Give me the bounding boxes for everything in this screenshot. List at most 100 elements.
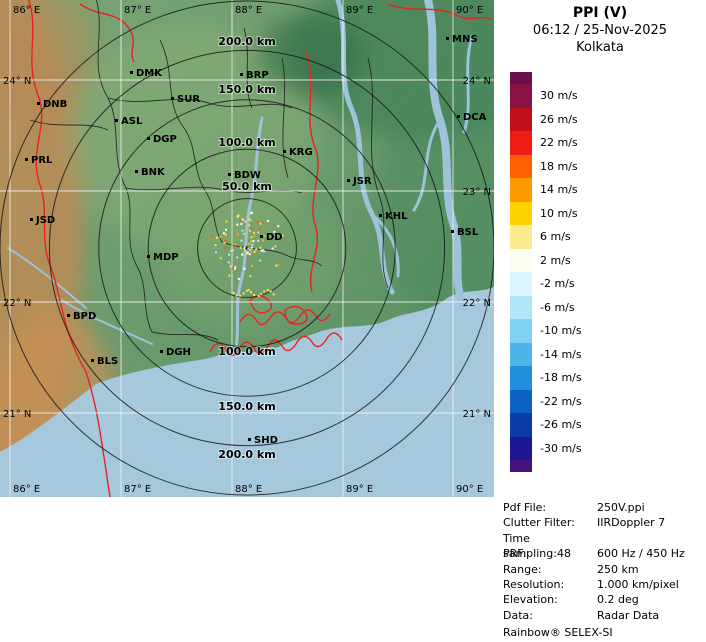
scale-value-label: 26 m/s xyxy=(540,112,578,126)
info-row: Range: 250 km xyxy=(503,562,701,577)
radar-echo xyxy=(281,234,284,237)
radar-echo xyxy=(248,224,250,227)
radar-echo xyxy=(235,294,238,297)
scale-swatch xyxy=(510,131,532,155)
info-value: Radar Data xyxy=(597,608,660,622)
range-ring xyxy=(197,198,297,298)
city-marker xyxy=(160,350,163,353)
scale-row: -6 m/s xyxy=(510,295,582,319)
info-row: PRF: 600 Hz / 450 Hz xyxy=(503,546,701,561)
radar-echo xyxy=(245,289,248,292)
info-label: Data: xyxy=(503,608,533,622)
city-marker xyxy=(147,255,150,258)
radar-echo xyxy=(273,230,276,233)
lon-label: 86° E xyxy=(13,5,40,16)
city-label: SUR xyxy=(177,94,200,105)
info-label: PRF: xyxy=(503,547,527,561)
product-datetime: 06:12 / 25-Nov-2025 xyxy=(532,23,668,38)
lat-label: 24° N xyxy=(463,76,491,87)
scale-value-label: -14 m/s xyxy=(540,347,582,361)
radar-echo xyxy=(239,294,242,297)
radar-echo xyxy=(234,267,236,270)
scale-row: -18 m/s xyxy=(510,366,582,390)
scale-swatch xyxy=(510,225,532,249)
scale-swatch xyxy=(510,366,532,390)
radar-echo xyxy=(251,265,253,268)
scale-cap-top xyxy=(510,72,532,84)
lon-label: 87° E xyxy=(124,5,151,16)
scale-row: 26 m/s xyxy=(510,107,582,131)
radar-echo xyxy=(263,234,266,237)
radar-echo xyxy=(214,244,217,247)
radar-echo xyxy=(250,228,253,231)
city-label: DMK xyxy=(136,68,163,79)
radar-echo xyxy=(267,220,270,223)
city-marker xyxy=(25,158,28,161)
radar-echo xyxy=(236,223,239,226)
info-label: Range: xyxy=(503,562,542,576)
city-marker xyxy=(91,359,94,362)
scale-value-label: -26 m/s xyxy=(540,418,582,432)
radar-echo xyxy=(240,239,243,242)
scale-row: -2 m/s xyxy=(510,272,582,296)
radar-echo xyxy=(253,294,256,296)
radar-echo xyxy=(236,233,239,236)
radar-echo xyxy=(247,217,250,220)
radar-echo xyxy=(266,289,269,291)
radar-echo xyxy=(260,249,263,252)
info-value: 600 Hz / 450 Hz xyxy=(597,547,685,561)
radar-site-marker xyxy=(245,246,249,250)
scale-swatch xyxy=(510,107,532,131)
radar-echo xyxy=(274,245,277,248)
software-brand: Rainbow® SELEX-SI xyxy=(503,626,613,639)
city-marker xyxy=(135,170,138,173)
radar-echo xyxy=(241,229,244,232)
radar-echo xyxy=(240,223,243,225)
lon-label: 88° E xyxy=(235,484,262,495)
info-row: Pdf File: 250V.ppi xyxy=(503,500,701,515)
radar-echo xyxy=(224,239,227,242)
scale-swatch xyxy=(510,84,532,108)
radar-echo xyxy=(261,249,264,252)
product-title: PPI (V) xyxy=(572,5,628,21)
radar-echo xyxy=(250,240,253,243)
radar-echo xyxy=(250,291,253,294)
scale-row: 22 m/s xyxy=(510,131,582,155)
info-value: 250 km xyxy=(597,562,639,576)
city-marker xyxy=(446,37,449,40)
state-boundaries-red xyxy=(27,0,493,498)
scale-row: -30 m/s xyxy=(510,436,582,460)
city-label: BPD xyxy=(73,311,96,322)
city-marker xyxy=(147,137,150,140)
scale-swatch xyxy=(510,178,532,202)
city-label: BSL xyxy=(457,227,479,238)
radar-echo xyxy=(250,236,253,239)
city-label: KRG xyxy=(289,147,313,158)
scale-value-label: 2 m/s xyxy=(540,253,571,267)
scale-value-label: 30 m/s xyxy=(540,89,578,103)
lon-label: 89° E xyxy=(346,5,373,16)
range-ring-label: 200.0 km xyxy=(218,35,275,48)
radar-echo xyxy=(260,293,263,296)
radar-echo xyxy=(272,293,275,296)
radar-echo xyxy=(243,267,246,270)
radar-echo xyxy=(263,250,266,253)
scale-row: 6 m/s xyxy=(510,225,582,249)
radar-echo xyxy=(223,241,226,244)
info-label: Resolution: xyxy=(503,577,565,591)
scale-value-label: -22 m/s xyxy=(540,394,582,408)
radar-echo xyxy=(234,265,237,268)
radar-echo xyxy=(253,250,256,253)
city-marker xyxy=(130,71,133,74)
scale-swatch xyxy=(510,436,532,460)
radar-echo xyxy=(256,221,259,224)
scale-swatch xyxy=(510,319,532,343)
info-row: Time sampling:48 xyxy=(503,531,701,560)
scale-swatch xyxy=(510,248,532,272)
city-label: MDP xyxy=(153,252,179,263)
velocity-color-scale: 30 m/s 26 m/s 22 m/s 18 m/s 14 m/s 10 m/s 6 m/… xyxy=(510,72,582,472)
info-value: 0.2 deg xyxy=(597,593,639,607)
scale-value-label: 14 m/s xyxy=(540,183,578,197)
scale-swatch xyxy=(510,413,532,437)
lon-label: 90° E xyxy=(456,5,483,16)
